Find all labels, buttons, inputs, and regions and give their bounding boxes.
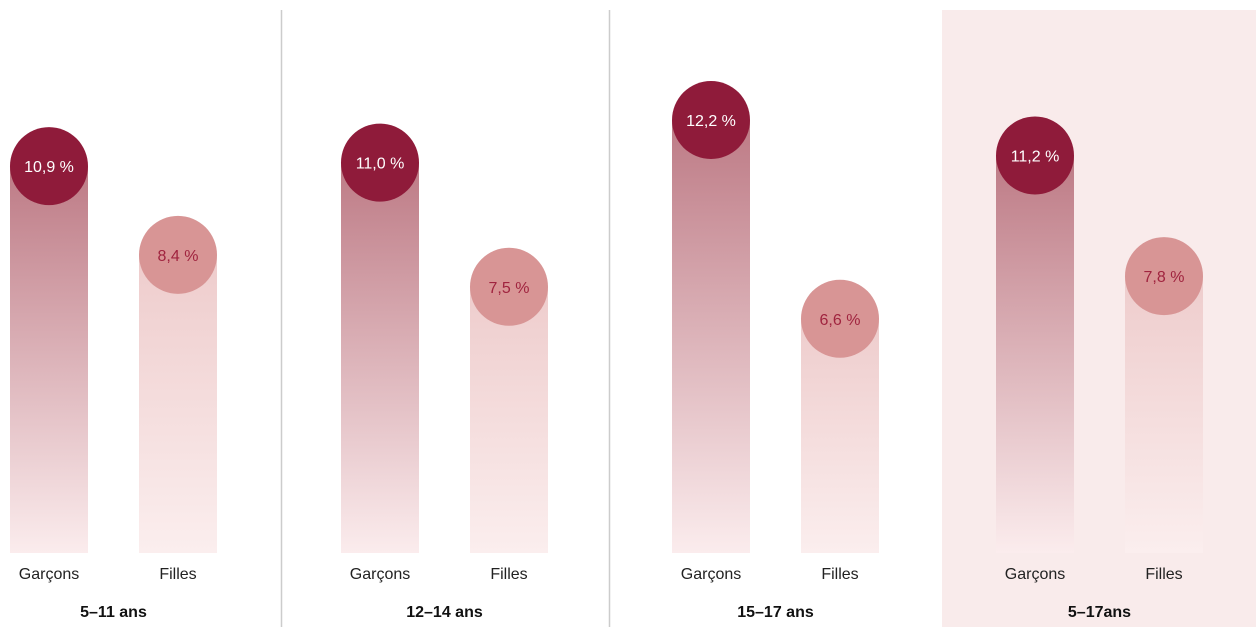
data-label: 6,6 % [820,312,861,329]
data-label: 7,5 % [489,280,530,297]
bar-category-label: Filles [490,566,527,583]
value-bubble-garcons [672,81,750,159]
bar-filles [801,318,879,553]
bar-category-label: Garçons [1005,566,1065,583]
data-label: 8,4 % [158,248,199,265]
value-bubble-garcons [996,116,1074,195]
data-label: 11,2 % [1011,148,1060,165]
value-bubble-filles [1125,237,1203,316]
value-bubble-filles [470,247,548,326]
bar-category-label: Garçons [681,566,741,583]
group-label: 12–14 ans [406,604,483,621]
bar-garcons [10,166,88,553]
value-bubble-filles [801,279,879,358]
data-label: 12,2 % [686,113,736,130]
bar-filles [139,254,217,554]
value-bubble-garcons [341,123,419,202]
bar-filles [1125,276,1203,553]
bar-category-label: Filles [159,566,196,583]
data-label: 11,0 % [356,156,405,173]
data-label: 7,8 % [1144,269,1185,286]
bar-category-label: Garçons [19,566,79,583]
group-label: 15–17 ans [737,604,814,621]
bar-category-label: Filles [821,566,858,583]
bar-garcons [996,155,1074,553]
value-bubble-filles [139,215,217,294]
group-label: 5–17ans [1068,604,1131,621]
bar-filles [470,286,548,553]
value-bubble-garcons [10,127,88,206]
bar-garcons [672,120,750,553]
bar-category-label: Garçons [350,566,410,583]
bar-category-label: Filles [1145,566,1182,583]
data-label: 10,9 % [24,159,74,176]
highlight-panel [942,10,1256,627]
bar-garcons [341,162,419,554]
group-label: 5–11 ans [80,604,147,621]
